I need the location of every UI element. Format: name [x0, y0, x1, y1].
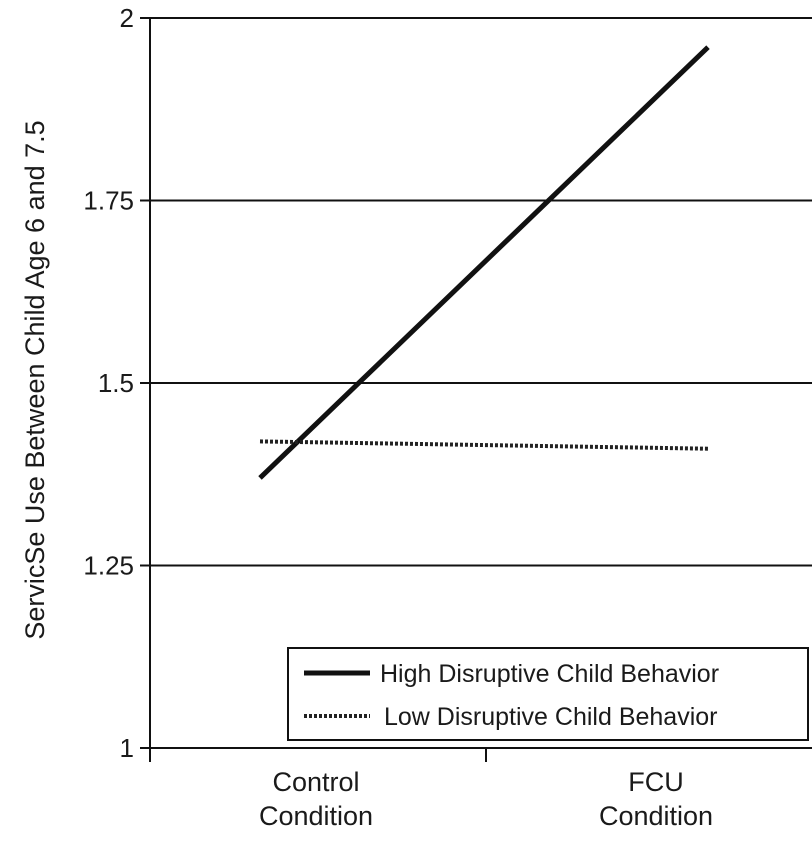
- series-line-low: [259, 439, 709, 451]
- x-category-label-line: FCU: [628, 767, 684, 797]
- legend: High Disruptive Child Behavior Low Disrup…: [287, 647, 809, 741]
- axis-labels: 1 1.25 1.5 1.75 2 Control Condition FCU Conditio…: [20, 3, 713, 831]
- x-category-label-line: Control: [272, 767, 359, 797]
- y-axis-label: ServicSe Use Between Child Age 6 and 7.5: [20, 120, 50, 639]
- series-line-high: [258, 45, 710, 480]
- x-category-label: Control Condition: [259, 767, 373, 831]
- legend-box: [287, 647, 809, 741]
- axes: [140, 17, 812, 762]
- x-category-label: FCU Condition: [599, 767, 713, 831]
- y-tick-label: 1.5: [98, 368, 134, 398]
- series-lines: [258, 45, 710, 480]
- x-category-label-line: Condition: [259, 801, 373, 831]
- x-category-label-line: Condition: [599, 801, 713, 831]
- y-tick-label: 1.25: [83, 551, 134, 581]
- y-tick-label: 1: [120, 733, 134, 763]
- y-tick-label: 2: [120, 3, 134, 33]
- legend-entry: High Disruptive Child Behavior: [380, 660, 719, 688]
- gridlines: [150, 17, 812, 567]
- legend-entry: Low Disruptive Child Behavior: [384, 703, 717, 731]
- y-tick-label: 1.75: [83, 186, 134, 216]
